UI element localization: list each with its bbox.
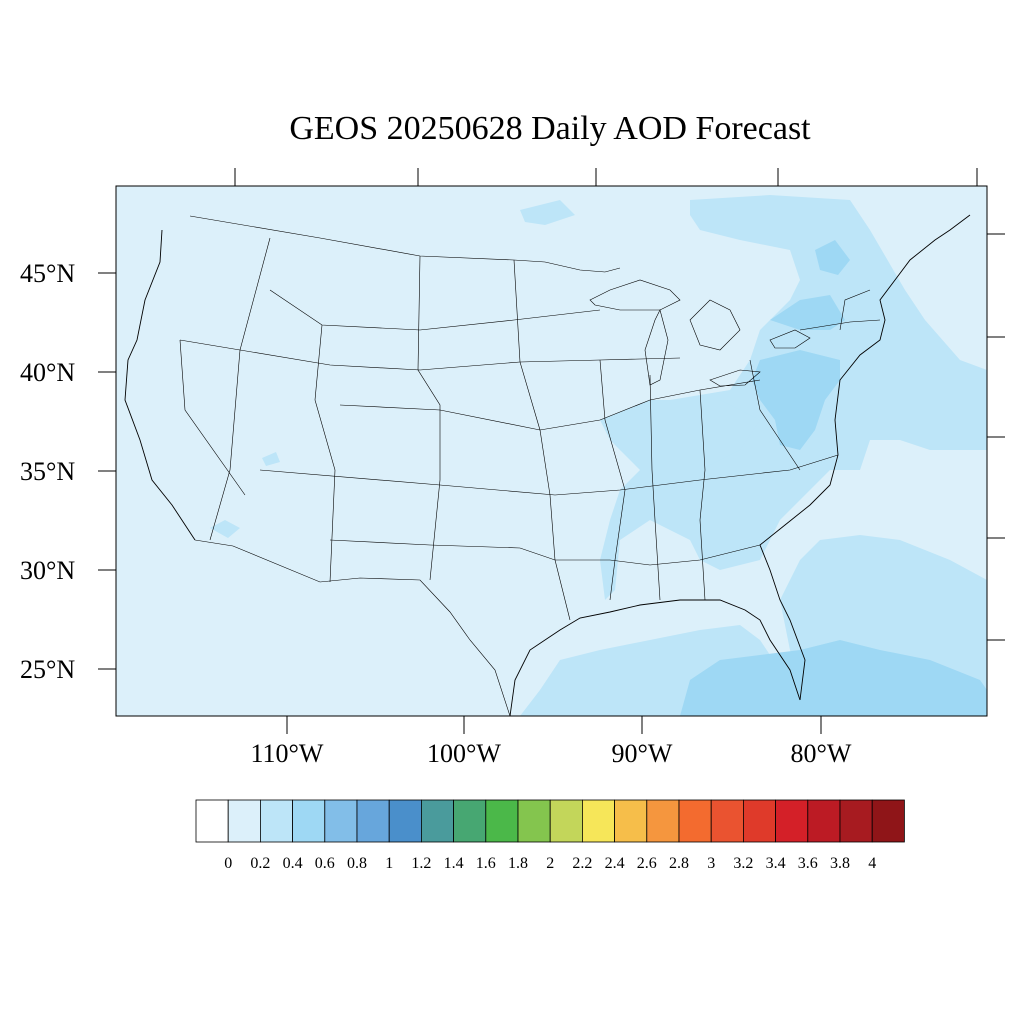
colorbar-swatch [485, 799, 519, 843]
colorbar-tick-label: 3.8 [830, 855, 850, 872]
lon-label: 90°W [612, 739, 673, 768]
aod-region-quebec [815, 240, 850, 275]
colorbar-swatch [743, 799, 777, 843]
lon-label: 100°W [427, 739, 501, 768]
colorbar-swatch [807, 799, 841, 843]
aod-fields [210, 195, 987, 716]
aod-region-bahamas [680, 640, 987, 716]
colorbar-tick-label: 2.8 [669, 855, 689, 872]
colorbar-swatch [710, 799, 744, 843]
lat-label: 30°N [20, 556, 75, 585]
colorbar-swatch [646, 799, 680, 843]
aod-region-nv-speck [262, 452, 280, 466]
lon-label: 80°W [791, 739, 852, 768]
colorbar-tick-label: 1.6 [476, 855, 496, 872]
colorbar-tick-label: 3.4 [766, 855, 786, 872]
colorbar-tick-label: 3.6 [798, 855, 818, 872]
state-boundaries [124, 214, 971, 716]
colorbar-tick-label: 0.2 [250, 855, 270, 872]
aod-region-ohio [600, 400, 760, 470]
lat-label: 45°N [20, 259, 75, 288]
colorbar-swatch [582, 799, 616, 843]
colorbar-tick-label: 1.8 [508, 855, 528, 872]
colorbar-tick-label: 2.6 [637, 855, 657, 872]
colorbar-swatch [614, 799, 648, 843]
colorbar-swatch [227, 799, 261, 843]
colorbar-swatch [324, 799, 358, 843]
colorbar-swatch [839, 799, 873, 843]
aod-region-ny [770, 295, 845, 330]
longitude-labels: 110°W 100°W 90°W 80°W [251, 739, 852, 768]
aod-region-lake-superior-haze [520, 200, 575, 225]
colorbar-swatch [292, 799, 326, 843]
colorbar-swatch [420, 799, 454, 843]
colorbar-swatch [195, 799, 229, 843]
colorbar-tick-label: 2 [546, 855, 554, 872]
colorbar-tick-label: 0.8 [347, 855, 367, 872]
colorbar-swatch [775, 799, 809, 843]
lon-label: 110°W [251, 739, 324, 768]
colorbar-swatch [871, 799, 905, 843]
lat-label: 35°N [20, 457, 75, 486]
aod-region-pa-va [752, 350, 840, 450]
colorbar-swatch [453, 799, 487, 843]
colorbar-tick-label: 0 [224, 855, 232, 872]
colorbar-tick-label: 3 [707, 855, 715, 872]
colorbar-tick-label: 4 [868, 855, 876, 872]
colorbar-swatch [549, 799, 583, 843]
colorbar-swatch [259, 799, 293, 843]
lat-label: 25°N [20, 655, 75, 684]
colorbar: 0 0.2 0.4 0.6 0.8 1 1.2 1.4 1.6 1.8 2 2.2 2.4 2.6 2.8 3… [195, 799, 905, 872]
colorbar-tick-label: 0.6 [315, 855, 335, 872]
map-ticks [98, 168, 1005, 734]
colorbar-swatch [517, 799, 551, 843]
lat-label: 40°N [20, 358, 75, 387]
colorbar-tick-label: 0.4 [283, 855, 303, 872]
map-title: GEOS 20250628 Daily AOD Forecast [289, 110, 811, 147]
map-frame [115, 185, 988, 717]
colorbar-swatch [678, 799, 712, 843]
colorbar-tick-label: 3.2 [733, 855, 753, 872]
colorbar-swatch [388, 799, 422, 843]
colorbar-tick-label: 1.4 [444, 855, 464, 872]
aod-region-sw-speck [210, 520, 240, 538]
colorbar-tick-label: 2.4 [605, 855, 625, 872]
colorbar-tick-label: 2.2 [572, 855, 592, 872]
colorbar-swatch [356, 799, 390, 843]
colorbar-tick-label: 1 [385, 855, 393, 872]
latitude-labels: 45°N 40°N 35°N 30°N 25°N [20, 259, 75, 684]
colorbar-tick-label: 1.2 [411, 855, 431, 872]
